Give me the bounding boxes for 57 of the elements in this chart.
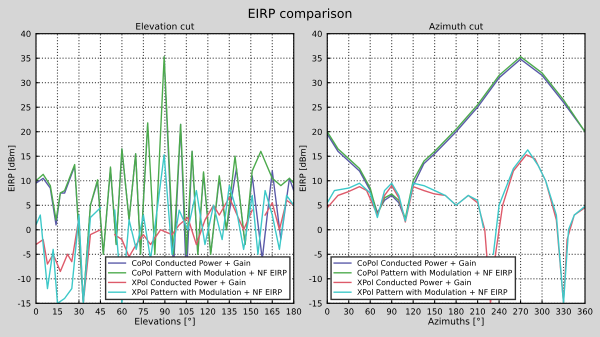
x-tick-label: 105 — [179, 308, 194, 315]
x-axis-title: Azimuths [°] — [428, 318, 484, 326]
x-tick-label: 270 — [513, 308, 528, 315]
y-tick-label: -5 — [23, 251, 30, 258]
chart-title: Azimuth cut — [429, 22, 484, 30]
x-tick-label: 135 — [222, 308, 237, 315]
x-tick-label: 360 — [578, 308, 592, 315]
y-tick-label: -5 — [314, 251, 322, 258]
y-tick-label: -15 — [309, 300, 322, 307]
x-tick-label: 150 — [428, 308, 442, 315]
y-tick-label: 5 — [26, 202, 30, 209]
text: EIRP comparison — [248, 8, 352, 21]
y-tick-label: 35 — [312, 55, 322, 62]
x-tick-label: 30 — [74, 308, 84, 315]
x-tick-label: 180 — [286, 308, 302, 315]
y-tick-label: 40 — [312, 30, 322, 37]
x-tick-label: 90 — [386, 308, 396, 315]
x-tick-label: 150 — [244, 308, 258, 315]
y-tick-label: 0 — [318, 226, 322, 234]
x-tick-label: 0 — [34, 308, 38, 315]
x-tick-label: 120 — [406, 308, 421, 315]
x-tick-label: 165 — [265, 308, 280, 315]
y-tick-label: 10 — [312, 178, 322, 184]
y-tick-label: 15 — [312, 153, 322, 160]
x-tick-label: 60 — [117, 308, 127, 315]
y-tick-label: -10 — [309, 276, 322, 282]
y-tick-label: 20 — [21, 128, 31, 136]
y-tick-label: 30 — [312, 80, 322, 86]
x-tick-label: 75 — [138, 308, 148, 315]
x-tick-label: 300 — [534, 308, 550, 315]
x-tick-label: 45 — [96, 308, 106, 315]
y-axis-title: EIRP [dBm] — [8, 146, 16, 192]
x-axis-title: Elevations [°] — [135, 318, 195, 326]
y-tick-label: 15 — [21, 153, 30, 160]
x-tick-label: 120 — [200, 308, 216, 315]
x-tick-label: 60 — [365, 308, 375, 315]
y-tick-label: 35 — [21, 55, 30, 62]
y-tick-label: 25 — [21, 104, 30, 111]
x-tick-label: 0 — [325, 308, 330, 315]
y-tick-label: 10 — [21, 178, 31, 184]
y-tick-label: 5 — [318, 202, 322, 209]
x-tick-label: 180 — [449, 308, 464, 315]
x-tick-label: 240 — [492, 308, 506, 315]
x-tick-label: 30 — [344, 308, 354, 315]
x-tick-label: 210 — [470, 308, 486, 315]
x-tick-label: 330 — [556, 308, 571, 315]
y-tick-label: 0 — [26, 226, 31, 234]
y-tick-label: 20 — [312, 128, 322, 136]
y-tick-label: 30 — [21, 80, 31, 86]
y-tick-label: 40 — [20, 30, 31, 37]
y-axis-title: EIRP [dBm] — [299, 146, 307, 192]
x-tick-label: 15 — [53, 308, 62, 315]
chart-title: Elevation cut — [136, 22, 194, 30]
y-tick-label: -15 — [18, 300, 30, 307]
x-tick-label: 90 — [160, 308, 170, 315]
y-tick-label: -10 — [18, 276, 31, 282]
y-tick-label: 25 — [312, 104, 322, 111]
